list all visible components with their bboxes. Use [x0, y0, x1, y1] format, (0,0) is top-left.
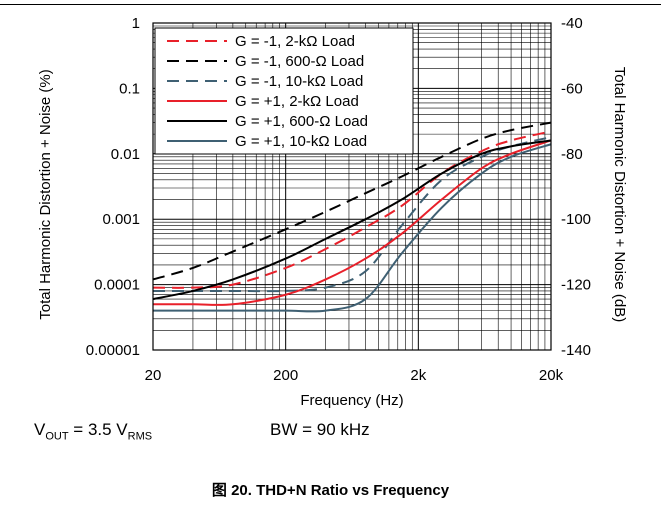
y2-tick-label: -80	[561, 146, 583, 163]
legend: G = -1, 2-kΩ Load G = -1, 600-Ω Load G = -…	[154, 27, 414, 155]
y-axis-title: Total Harmonic Distortion + Noise (%)	[37, 69, 54, 320]
top-rule	[0, 4, 661, 5]
series-line-4	[152, 139, 552, 306]
vout-note: VOUT = 3.5 VRMS	[34, 420, 152, 442]
legend-label: G = +1, 2-kΩ Load	[235, 93, 359, 110]
vout-prefix: V	[34, 420, 46, 439]
y2-axis-title: Total Harmonic Distortion + Noise (dB)	[611, 67, 628, 323]
vout-sub-rms: RMS	[127, 430, 153, 443]
legend-label: G = +1, 600-Ω Load	[235, 113, 368, 130]
y2-tick-label: -140	[561, 342, 591, 359]
y-tick-label: 0.1	[119, 80, 140, 97]
legend-label: G = -1, 2-kΩ Load	[235, 33, 355, 50]
x-tick-label: 20	[145, 367, 162, 384]
bandwidth-note: BW = 90 kHz	[270, 420, 370, 439]
y2-tick-label: -40	[561, 15, 583, 32]
legend-box	[154, 27, 414, 155]
tick-labels: 20 200 2k 20k 1 0.1 0.01 0.001 0.0001 0.00001 -40 -…	[86, 15, 591, 384]
series-line-1	[152, 130, 552, 289]
vout-mid: = 3.5 V	[68, 420, 128, 439]
x-axis-title: Frequency (Hz)	[300, 392, 403, 409]
y2-tick-label: -100	[561, 211, 591, 228]
legend-label: G = +1, 10-kΩ Load	[235, 133, 367, 150]
series-layer	[152, 121, 552, 313]
y-tick-label: 0.001	[102, 211, 140, 228]
y-tick-label: 1	[132, 15, 140, 32]
y2-tick-label: -120	[561, 277, 591, 294]
y-tick-label: 0.0001	[94, 277, 140, 294]
y2-tick-label: -60	[561, 80, 583, 97]
figure-caption: 图 20. THD+N Ratio vs Frequency	[211, 482, 450, 499]
y-tick-label: 0.01	[111, 146, 140, 163]
x-tick-label: 2k	[410, 367, 426, 384]
x-tick-label: 20k	[539, 367, 564, 384]
series-line-5	[152, 139, 552, 301]
thdn-chart: 20 200 2k 20k 1 0.1 0.01 0.001 0.0001 0.00001 -40 -…	[37, 15, 628, 409]
plot-frame	[152, 22, 552, 351]
series-line-2	[152, 121, 552, 281]
vout-sub: OUT	[45, 430, 69, 443]
legend-label: G = -1, 600-Ω Load	[235, 53, 364, 70]
series-line-6	[153, 143, 552, 313]
y-tick-label: 0.00001	[86, 342, 140, 359]
x-tick-label: 200	[273, 367, 298, 384]
series-line-3	[153, 136, 552, 293]
legend-label: G = -1, 10-kΩ Load	[235, 73, 363, 90]
